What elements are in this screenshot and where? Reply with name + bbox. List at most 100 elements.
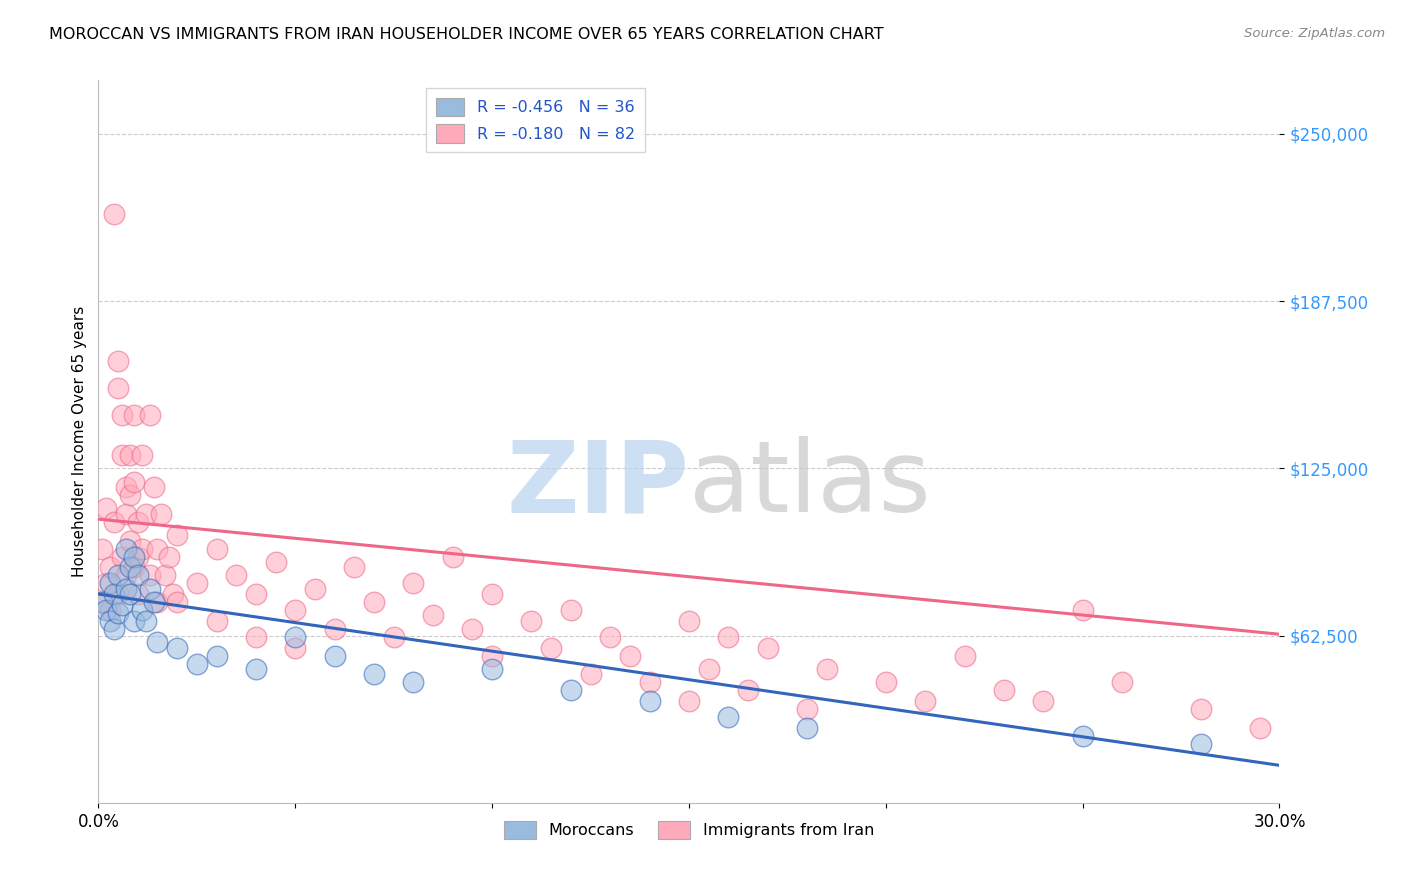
Point	[157, 549, 180, 564]
Point	[599, 630, 621, 644]
Point	[756, 640, 779, 655]
Text: Source: ZipAtlas.com: Source: ZipAtlas.com	[1244, 27, 1385, 40]
Point	[540, 640, 562, 655]
Point	[619, 648, 641, 663]
Point	[107, 587, 129, 601]
Point	[103, 515, 125, 529]
Point	[382, 630, 405, 644]
Point	[481, 662, 503, 676]
Point	[98, 614, 121, 628]
Point	[122, 475, 145, 489]
Point	[111, 448, 134, 462]
Point	[245, 662, 267, 676]
Point	[560, 683, 582, 698]
Point	[138, 582, 160, 596]
Text: MOROCCAN VS IMMIGRANTS FROM IRAN HOUSEHOLDER INCOME OVER 65 YEARS CORRELATION CH: MOROCCAN VS IMMIGRANTS FROM IRAN HOUSEHO…	[49, 27, 884, 42]
Point	[284, 603, 307, 617]
Point	[1189, 737, 1212, 751]
Point	[115, 507, 138, 521]
Point	[118, 488, 141, 502]
Point	[91, 595, 114, 609]
Point	[146, 635, 169, 649]
Point	[422, 608, 444, 623]
Point	[1189, 702, 1212, 716]
Point	[96, 603, 118, 617]
Point	[796, 702, 818, 716]
Point	[138, 568, 160, 582]
Point	[122, 614, 145, 628]
Point	[225, 568, 247, 582]
Point	[638, 675, 661, 690]
Point	[186, 576, 208, 591]
Point	[1071, 729, 1094, 743]
Point	[91, 595, 114, 609]
Point	[914, 694, 936, 708]
Point	[1032, 694, 1054, 708]
Point	[363, 595, 385, 609]
Point	[107, 381, 129, 395]
Point	[245, 587, 267, 601]
Point	[111, 549, 134, 564]
Point	[560, 603, 582, 617]
Point	[127, 549, 149, 564]
Point	[118, 533, 141, 548]
Point	[142, 480, 165, 494]
Point	[107, 354, 129, 368]
Point	[953, 648, 976, 663]
Text: atlas: atlas	[689, 436, 931, 533]
Point	[402, 675, 425, 690]
Point	[118, 448, 141, 462]
Point	[127, 515, 149, 529]
Point	[166, 640, 188, 655]
Point	[481, 587, 503, 601]
Point	[304, 582, 326, 596]
Point	[155, 568, 177, 582]
Point	[245, 630, 267, 644]
Point	[815, 662, 838, 676]
Point	[796, 721, 818, 735]
Point	[1249, 721, 1271, 735]
Point	[98, 603, 121, 617]
Point	[146, 541, 169, 556]
Point	[115, 568, 138, 582]
Point	[107, 568, 129, 582]
Point	[875, 675, 897, 690]
Point	[579, 667, 602, 681]
Point	[103, 587, 125, 601]
Point	[186, 657, 208, 671]
Point	[115, 582, 138, 596]
Point	[127, 587, 149, 601]
Point	[323, 648, 346, 663]
Point	[678, 694, 700, 708]
Point	[520, 614, 543, 628]
Point	[638, 694, 661, 708]
Point	[103, 622, 125, 636]
Point	[91, 541, 114, 556]
Point	[284, 640, 307, 655]
Point	[118, 587, 141, 601]
Point	[107, 606, 129, 620]
Point	[96, 576, 118, 591]
Y-axis label: Householder Income Over 65 years: Householder Income Over 65 years	[72, 306, 87, 577]
Point	[98, 560, 121, 574]
Point	[146, 595, 169, 609]
Point	[111, 598, 134, 612]
Point	[118, 560, 141, 574]
Point	[402, 576, 425, 591]
Point	[135, 614, 157, 628]
Point	[993, 683, 1015, 698]
Point	[98, 576, 121, 591]
Point	[122, 549, 145, 564]
Point	[150, 507, 173, 521]
Point	[142, 595, 165, 609]
Point	[115, 480, 138, 494]
Point	[131, 541, 153, 556]
Point	[441, 549, 464, 564]
Point	[717, 630, 740, 644]
Point	[111, 408, 134, 422]
Text: ZIP: ZIP	[506, 436, 689, 533]
Point	[131, 603, 153, 617]
Point	[737, 683, 759, 698]
Point	[481, 648, 503, 663]
Point	[138, 408, 160, 422]
